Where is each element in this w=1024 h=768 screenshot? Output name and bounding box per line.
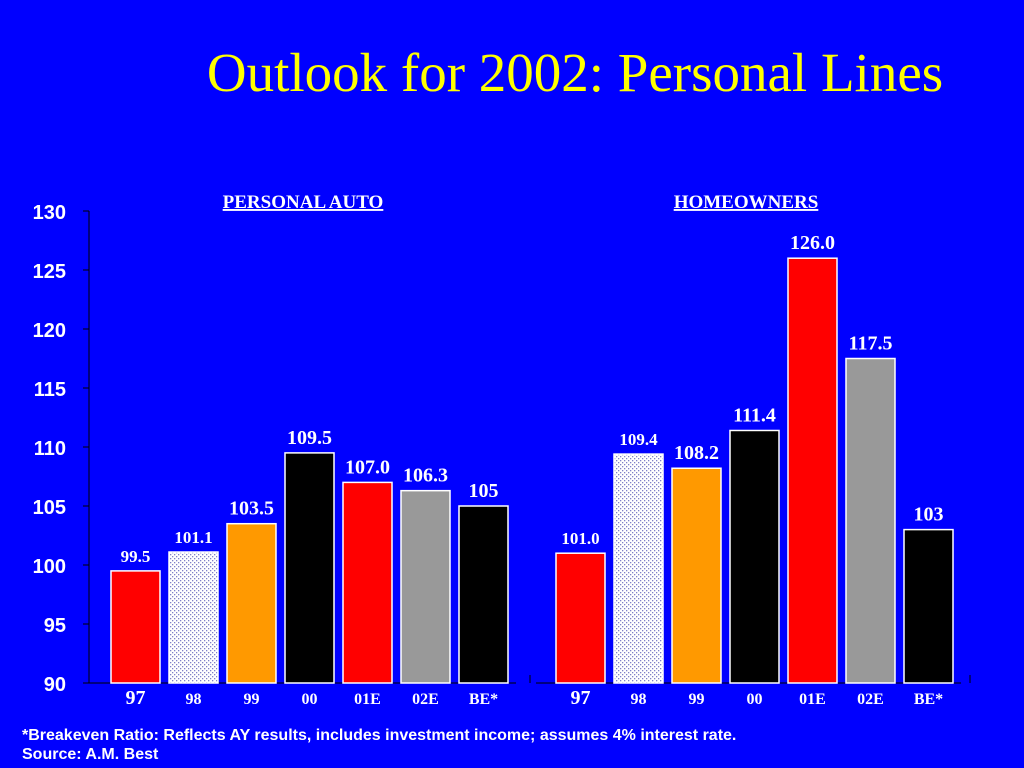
y-tick-label: 105 bbox=[33, 497, 66, 519]
value-label: 109.4 bbox=[619, 430, 658, 449]
category-label: 99 bbox=[244, 691, 260, 708]
y-tick-label: 115 bbox=[34, 379, 66, 401]
slide-title: Outlook for 2002: Personal Lines bbox=[206, 42, 944, 103]
category-label: 98 bbox=[631, 691, 647, 708]
bar-0-2 bbox=[226, 522, 277, 684]
value-label: 105 bbox=[469, 480, 499, 502]
bar-1-4 bbox=[787, 257, 838, 684]
category-label: 97 bbox=[571, 687, 591, 709]
bar-0-5 bbox=[400, 489, 451, 684]
group-header-0: PERSONAL AUTO bbox=[223, 192, 384, 213]
y-tick-label: 130 bbox=[33, 202, 66, 224]
breakeven-footnote: *Breakeven Ratio: Reflects AY results, i… bbox=[22, 727, 737, 744]
category-label: 02E bbox=[857, 691, 884, 708]
category-label: 98 bbox=[186, 691, 202, 708]
bar-1-2 bbox=[671, 467, 722, 684]
bar-0-6 bbox=[458, 505, 509, 684]
bar-1-0 bbox=[555, 552, 606, 684]
bar-0-4 bbox=[342, 481, 393, 684]
y-tick-label: 95 bbox=[44, 615, 66, 637]
category-label: 02E bbox=[412, 691, 439, 708]
bar-1-3 bbox=[729, 429, 780, 684]
category-label: BE* bbox=[914, 691, 943, 708]
y-tick-label: 100 bbox=[33, 556, 66, 578]
category-label: 01E bbox=[354, 691, 381, 708]
value-label: 103 bbox=[914, 504, 944, 526]
bar-0-0 bbox=[110, 570, 161, 684]
bar-0-1 bbox=[168, 551, 219, 684]
footnote-block: *Breakeven Ratio: Reflects AY results, i… bbox=[22, 726, 736, 764]
value-label: 126.0 bbox=[790, 232, 835, 254]
category-label: 99 bbox=[689, 691, 705, 708]
value-label: 108.2 bbox=[674, 442, 719, 464]
bar-chart: 90 95 100 105 110 115 120 125 130 PERSONAL AUTO 9… bbox=[33, 192, 971, 709]
group-header-1: HOMEOWNERS bbox=[674, 192, 819, 213]
category-label: 00 bbox=[747, 691, 763, 708]
bar-1-5 bbox=[845, 357, 896, 684]
value-label: 107.0 bbox=[345, 456, 390, 478]
y-tick-label: 110 bbox=[34, 438, 66, 460]
category-label: BE* bbox=[469, 691, 498, 708]
bar-1-1 bbox=[613, 453, 664, 684]
y-tick-label: 125 bbox=[33, 261, 66, 283]
source-note: Source: A.M. Best bbox=[22, 746, 159, 763]
category-label: 97 bbox=[126, 687, 146, 709]
y-tick-label: 90 bbox=[44, 674, 66, 696]
value-label: 99.5 bbox=[121, 547, 151, 566]
value-label: 103.5 bbox=[229, 498, 274, 520]
bar-1-6 bbox=[903, 528, 954, 684]
y-tick-label: 120 bbox=[33, 320, 66, 342]
bar-0-3 bbox=[284, 452, 335, 684]
category-label: 01E bbox=[799, 691, 826, 708]
value-label: 117.5 bbox=[849, 333, 893, 355]
value-label: 106.3 bbox=[403, 465, 448, 487]
value-label: 101.0 bbox=[561, 529, 599, 548]
value-label: 111.4 bbox=[733, 404, 776, 426]
value-label: 109.5 bbox=[287, 427, 332, 449]
category-label: 00 bbox=[302, 691, 318, 708]
value-label: 101.1 bbox=[174, 528, 212, 547]
